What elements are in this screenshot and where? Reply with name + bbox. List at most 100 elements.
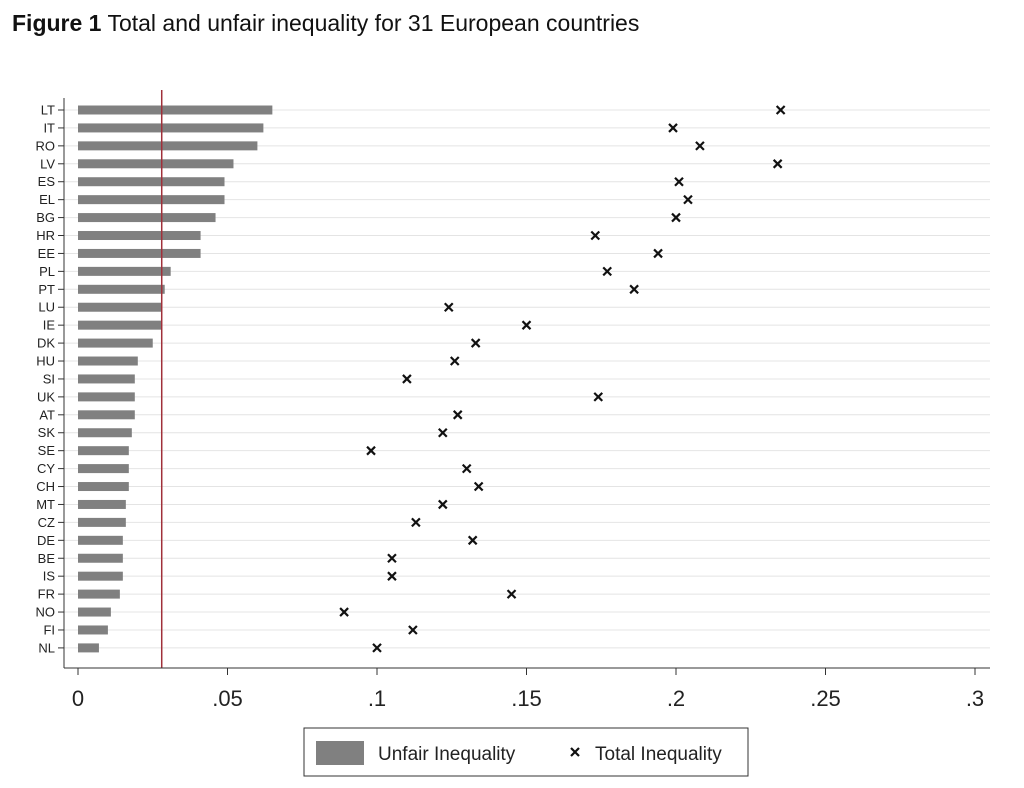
y-tick-label: BE bbox=[38, 551, 56, 566]
marker-is bbox=[387, 571, 397, 581]
marker-hu bbox=[449, 356, 460, 366]
marker-ie bbox=[521, 320, 532, 330]
y-tick-label: RO bbox=[36, 138, 56, 153]
bar-lu bbox=[78, 302, 162, 312]
legend-swatch-unfair bbox=[316, 741, 364, 765]
bar-pt bbox=[78, 284, 165, 294]
markers-total-inequality bbox=[339, 105, 786, 653]
marker-cz bbox=[411, 517, 421, 528]
figure-title: Figure 1 Total and unfair inequality for… bbox=[12, 10, 639, 37]
marker-ch bbox=[473, 481, 484, 492]
bar-cy bbox=[78, 464, 129, 474]
y-tick-label: FI bbox=[43, 622, 55, 637]
marker-at bbox=[452, 410, 463, 420]
bar-dk bbox=[78, 338, 153, 348]
bar-fi bbox=[78, 625, 108, 635]
bar-lt bbox=[78, 105, 273, 115]
bar-lv bbox=[78, 159, 234, 169]
marker-fr bbox=[506, 589, 517, 599]
bar-de bbox=[78, 535, 123, 545]
y-tick-label: SE bbox=[38, 443, 56, 458]
bar-no bbox=[78, 607, 111, 617]
bar-ee bbox=[78, 248, 201, 258]
marker-si bbox=[402, 374, 412, 384]
y-tick-label: DK bbox=[37, 336, 55, 351]
bar-cz bbox=[78, 517, 126, 527]
marker-mt bbox=[438, 499, 448, 510]
bar-el bbox=[78, 195, 225, 205]
marker-ee bbox=[653, 248, 663, 259]
x-tick-label: 0 bbox=[72, 686, 84, 711]
bar-pl bbox=[78, 266, 171, 276]
grid-lines bbox=[64, 98, 990, 668]
bar-bg bbox=[78, 213, 216, 223]
x-tick-label: .25 bbox=[810, 686, 841, 711]
bar-ie bbox=[78, 320, 162, 330]
marker-be bbox=[387, 553, 397, 564]
y-tick-label: CH bbox=[36, 479, 55, 494]
bar-mt bbox=[78, 499, 126, 509]
bar-sk bbox=[78, 428, 132, 438]
figure-title-text: Total and unfair inequality for 31 Europ… bbox=[107, 10, 640, 36]
marker-no bbox=[339, 607, 349, 617]
y-tick-label: SK bbox=[38, 425, 56, 440]
y-tick-label: IS bbox=[43, 569, 56, 584]
marker-hr bbox=[590, 230, 601, 241]
marker-uk bbox=[593, 392, 604, 402]
y-tick-label: DE bbox=[37, 533, 55, 548]
marker-cy bbox=[461, 463, 472, 474]
y-tick-label: PL bbox=[39, 264, 55, 279]
y-tick-label: HR bbox=[36, 228, 55, 243]
bar-it bbox=[78, 123, 264, 133]
marker-de bbox=[467, 535, 478, 546]
x-tick-label: .3 bbox=[966, 686, 984, 711]
y-tick-label: ES bbox=[38, 174, 56, 189]
marker-pl bbox=[602, 266, 613, 277]
y-tick-label: LT bbox=[41, 103, 55, 118]
y-tick-label: IT bbox=[43, 120, 55, 135]
y-tick-label: BG bbox=[36, 210, 55, 225]
x-axis-labels: 0 .05 .1 .15 .2 .25 .3 bbox=[72, 686, 984, 711]
y-tick-label: SI bbox=[43, 371, 55, 386]
bar-uk bbox=[78, 392, 135, 402]
bar-is bbox=[78, 571, 123, 581]
bar-se bbox=[78, 446, 129, 456]
marker-lt bbox=[775, 105, 786, 115]
bar-at bbox=[78, 410, 135, 420]
y-axis-labels: LT IT RO LV ES EL BG HR EE PL PT LU IE DK HU SI UK AT SK SE… bbox=[36, 103, 56, 656]
y-tick-label: EL bbox=[39, 192, 55, 207]
y-tick-label: CY bbox=[37, 461, 55, 476]
legend-label-unfair: Unfair Inequality bbox=[378, 744, 516, 765]
y-tick-label: LV bbox=[40, 156, 55, 171]
figure-label: Figure 1 bbox=[12, 10, 102, 36]
y-tick-label: IE bbox=[43, 318, 56, 333]
axes bbox=[58, 98, 990, 675]
y-tick-label: NO bbox=[36, 605, 56, 620]
marker-pt bbox=[629, 284, 639, 295]
marker-sk bbox=[438, 427, 448, 438]
legend-marker-total bbox=[570, 747, 580, 757]
legend-box bbox=[303, 727, 749, 777]
marker-nl bbox=[372, 643, 382, 653]
bar-hu bbox=[78, 356, 138, 366]
marker-fi bbox=[408, 625, 418, 635]
bar-be bbox=[78, 553, 123, 563]
bar-ch bbox=[78, 482, 129, 492]
y-tick-label: CZ bbox=[38, 515, 55, 530]
x-tick-label: .1 bbox=[368, 686, 386, 711]
y-tick-label: NL bbox=[38, 640, 55, 655]
x-tick-label: .2 bbox=[667, 686, 685, 711]
y-tick-label: LU bbox=[38, 300, 55, 315]
bar-nl bbox=[78, 643, 99, 653]
marker-lu bbox=[443, 302, 454, 313]
y-tick-label: AT bbox=[39, 407, 55, 422]
y-tick-label: FR bbox=[38, 587, 55, 602]
marker-el bbox=[683, 194, 693, 205]
bar-si bbox=[78, 374, 135, 384]
y-tick-label: UK bbox=[37, 389, 55, 404]
plot-area bbox=[64, 98, 990, 668]
marker-ro bbox=[695, 141, 705, 151]
bar-es bbox=[78, 177, 225, 187]
legend: Unfair Inequality Total Inequality bbox=[303, 727, 749, 777]
